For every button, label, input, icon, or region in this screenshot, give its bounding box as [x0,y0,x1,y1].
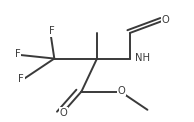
Text: O: O [117,86,125,96]
Text: F: F [48,26,54,36]
Text: F: F [18,74,24,84]
Text: NH: NH [135,53,150,63]
Text: O: O [59,108,67,118]
Text: F: F [15,49,20,59]
Text: O: O [162,15,170,25]
